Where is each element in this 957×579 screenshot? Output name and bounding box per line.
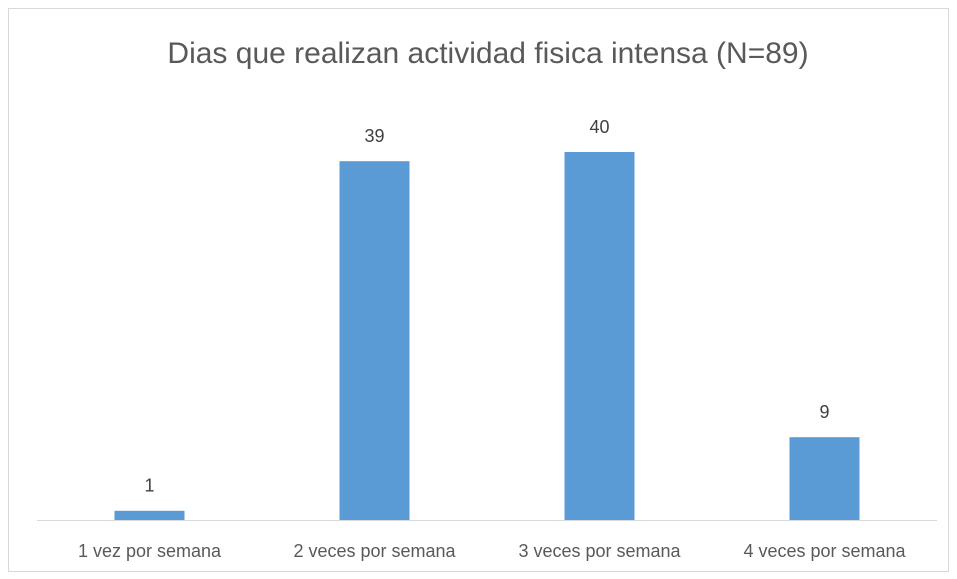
data-label: 1 (144, 476, 154, 496)
x-tick-label: 2 veces por semana (293, 541, 456, 561)
x-tick-label: 4 veces por semana (743, 541, 906, 561)
data-label: 9 (819, 402, 829, 422)
bar (789, 437, 860, 520)
bar (114, 510, 185, 520)
x-tick-label: 1 vez por semana (78, 541, 222, 561)
data-label: 39 (364, 126, 384, 146)
x-tick-label: 3 veces por semana (518, 541, 681, 561)
chart-title: Dias que realizan actividad fisica inten… (167, 37, 808, 70)
bar (339, 161, 410, 520)
bar (564, 152, 635, 520)
data-label: 40 (589, 117, 609, 137)
